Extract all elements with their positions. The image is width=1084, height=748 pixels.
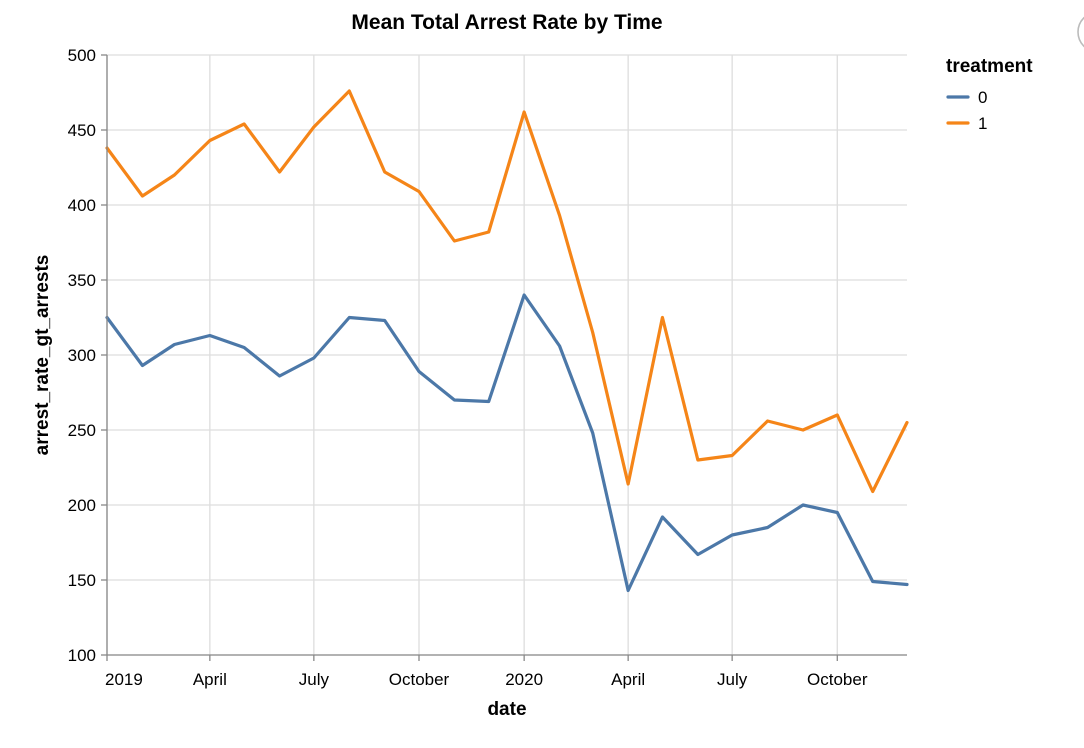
x-tick-label: 2020: [505, 670, 543, 689]
grid: [106, 54, 907, 656]
series-lines: [105, 89, 909, 593]
legend-title: treatment: [946, 56, 1033, 77]
chart-title: Mean Total Arrest Rate by Time: [351, 11, 662, 34]
x-tick-label: April: [611, 670, 645, 689]
y-tick-label: 400: [68, 196, 96, 215]
legend-label-1: 1: [978, 114, 987, 133]
legend-label-0: 0: [978, 88, 987, 107]
x-tick-label: July: [717, 670, 748, 689]
series-line-0: [105, 293, 909, 593]
x-tick-label: April: [193, 670, 227, 689]
x-tick-label: 2019: [105, 670, 143, 689]
y-axis-title: arrest_rate_gt_arrests: [32, 255, 53, 456]
y-tick-label: 200: [68, 496, 96, 515]
series-line-1: [105, 89, 909, 494]
y-tick-label: 250: [68, 421, 96, 440]
x-tick-label: July: [299, 670, 330, 689]
actions-menu-icon[interactable]: [1077, 12, 1084, 52]
y-tick-label: 150: [68, 571, 96, 590]
y-tick-label: 100: [68, 646, 96, 665]
y-tick-label: 450: [68, 121, 96, 140]
x-axis-title: date: [487, 699, 526, 720]
axes: 100 150 200 250 300 350 400 450 500 2019 April July…: [68, 46, 907, 689]
y-tick-label: 500: [68, 46, 96, 65]
x-tick-label: October: [807, 670, 868, 689]
y-tick-label: 300: [68, 346, 96, 365]
legend: treatment 0 1: [946, 56, 1033, 133]
x-tick-label: October: [389, 670, 450, 689]
y-tick-label: 350: [68, 271, 96, 290]
